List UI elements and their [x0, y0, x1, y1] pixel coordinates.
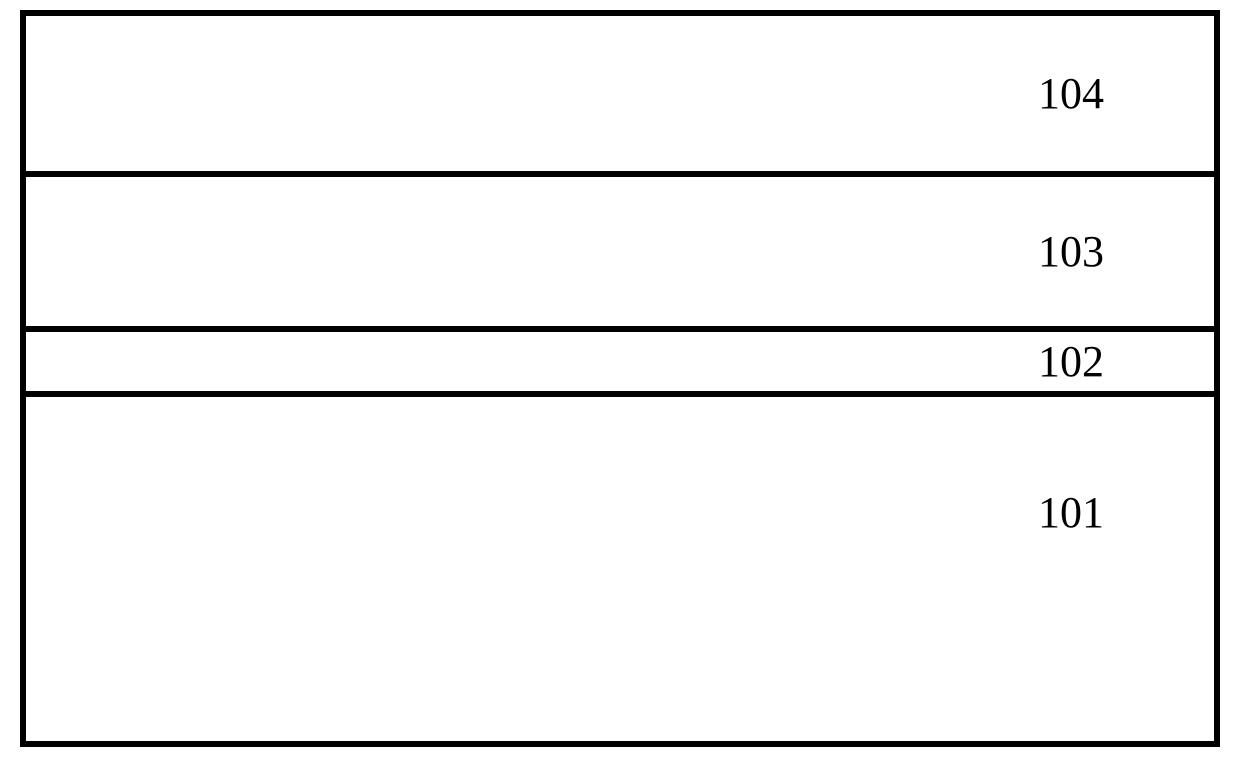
layer-104-label: 104 [1038, 68, 1104, 119]
layer-103-label: 103 [1038, 226, 1104, 277]
layer-102-label: 102 [1038, 336, 1104, 387]
layer-102: 102 [26, 326, 1214, 391]
layer-103: 103 [26, 171, 1214, 326]
layer-101-label: 101 [1038, 487, 1104, 538]
layer-101: 101 [26, 391, 1214, 741]
layer-104: 104 [26, 16, 1214, 171]
layer-stack-diagram: 104 103 102 101 [20, 10, 1220, 747]
